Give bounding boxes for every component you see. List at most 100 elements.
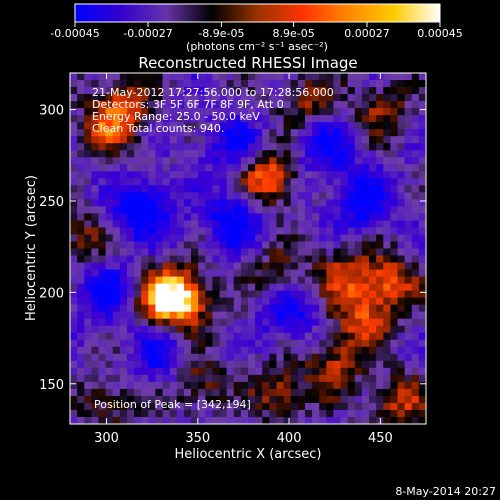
- heatmap-cell: [98, 234, 107, 243]
- heatmap-cell: [340, 346, 349, 355]
- heatmap-cell: [248, 304, 256, 313]
- heatmap-cell: [212, 108, 221, 116]
- heatmap-cell: [404, 395, 413, 404]
- heatmap-cell: [319, 80, 327, 88]
- heatmap-cell: [262, 143, 270, 151]
- heatmap-cell: [418, 262, 426, 271]
- heatmap-cell: [134, 178, 142, 186]
- heatmap-cell: [290, 283, 299, 292]
- heatmap-cell: [390, 402, 399, 411]
- heatmap-cell: [77, 227, 85, 236]
- heatmap-cell: [91, 227, 100, 236]
- heatmap-cell: [112, 353, 121, 362]
- heatmap-cell: [183, 276, 192, 285]
- heatmap-cell: [404, 409, 413, 418]
- heatmap-cell: [191, 332, 199, 341]
- heatmap-cell: [283, 304, 292, 313]
- heatmap-cell: [162, 171, 171, 179]
- heatmap-cell: [262, 185, 270, 193]
- heatmap-cell: [226, 283, 235, 292]
- heatmap-cell: [191, 129, 199, 137]
- y-tick-label: 150: [39, 378, 64, 393]
- heatmap-cell: [397, 395, 406, 404]
- heatmap-cell: [176, 395, 185, 404]
- heatmap-cell: [198, 192, 206, 200]
- heatmap-cell: [354, 115, 363, 123]
- heatmap-cell: [390, 73, 399, 81]
- heatmap-cell: [134, 136, 142, 144]
- heatmap-cell: [98, 143, 107, 151]
- heatmap-cell: [84, 206, 92, 214]
- heatmap-cell: [255, 416, 263, 424]
- heatmap-cell: [418, 325, 426, 334]
- heatmap-cell: [233, 178, 242, 186]
- heatmap-cell: [112, 374, 121, 383]
- heatmap-cell: [70, 409, 78, 418]
- heatmap-cell: [233, 318, 242, 327]
- heatmap-cell: [269, 416, 278, 424]
- heatmap-cell: [404, 346, 413, 355]
- heatmap-cell: [333, 150, 342, 158]
- heatmap-cell: [369, 262, 377, 271]
- heatmap-cell: [411, 122, 420, 130]
- heatmap-cell: [226, 248, 235, 257]
- heatmap-cell: [369, 157, 377, 165]
- heatmap-cell: [141, 276, 149, 285]
- heatmap-cell: [411, 353, 420, 362]
- heatmap-cell: [248, 143, 256, 151]
- heatmap-cell: [198, 283, 206, 292]
- heatmap-cell: [304, 255, 313, 264]
- x-tick-label: 300: [94, 431, 119, 446]
- heatmap-cell: [126, 199, 135, 207]
- annotation-time-range: 21-May-2012 17:27:56.000 to 17:28:56.000: [92, 86, 334, 99]
- heatmap-cell: [283, 192, 292, 200]
- heatmap-cell: [283, 290, 292, 299]
- heatmap-cell: [283, 136, 292, 144]
- heatmap-cell: [276, 276, 285, 285]
- heatmap-cell: [404, 101, 413, 109]
- heatmap-cell: [283, 402, 292, 411]
- heatmap-cell: [191, 395, 199, 404]
- heatmap-cell: [326, 241, 335, 250]
- heatmap-cell: [390, 136, 399, 144]
- heatmap-cell: [411, 276, 420, 285]
- heatmap-cell: [134, 402, 142, 411]
- heatmap-cell: [119, 213, 128, 222]
- heatmap-cell: [404, 213, 413, 222]
- heatmap-cell: [333, 388, 342, 397]
- heatmap-cell: [304, 304, 313, 313]
- heatmap-cell: [269, 395, 278, 404]
- heatmap-cell: [312, 395, 320, 404]
- heatmap-cell: [248, 255, 256, 264]
- heatmap-cell: [169, 248, 178, 257]
- heatmap-cell: [119, 416, 128, 424]
- heatmap-cell: [404, 255, 413, 264]
- heatmap-cell: [304, 73, 313, 81]
- heatmap-cell: [148, 388, 157, 397]
- heatmap-cell: [418, 129, 426, 137]
- heatmap-cell: [112, 150, 121, 158]
- heatmap-cell: [198, 269, 206, 278]
- heatmap-cell: [269, 122, 278, 130]
- heatmap-cell: [340, 416, 349, 424]
- heatmap-cell: [233, 304, 242, 313]
- heatmap-cell: [219, 108, 228, 116]
- heatmap-cell: [162, 374, 171, 383]
- heatmap-cell: [361, 367, 370, 376]
- heatmap-cell: [205, 409, 213, 418]
- heatmap-cell: [155, 311, 164, 320]
- heatmap-cell: [255, 178, 263, 186]
- heatmap-cell: [269, 87, 278, 95]
- heatmap-cell: [212, 353, 221, 362]
- heatmap-cell: [233, 248, 242, 257]
- heatmap-cell: [262, 409, 270, 418]
- heatmap-cell: [297, 143, 306, 151]
- heatmap-cell: [255, 213, 263, 222]
- heatmap-cell: [176, 80, 185, 88]
- heatmap-cell: [98, 269, 107, 278]
- heatmap-cell: [340, 115, 349, 123]
- heatmap-cell: [70, 388, 78, 397]
- heatmap-cell: [361, 227, 370, 236]
- heatmap-cell: [126, 374, 135, 383]
- heatmap-cell: [169, 283, 178, 292]
